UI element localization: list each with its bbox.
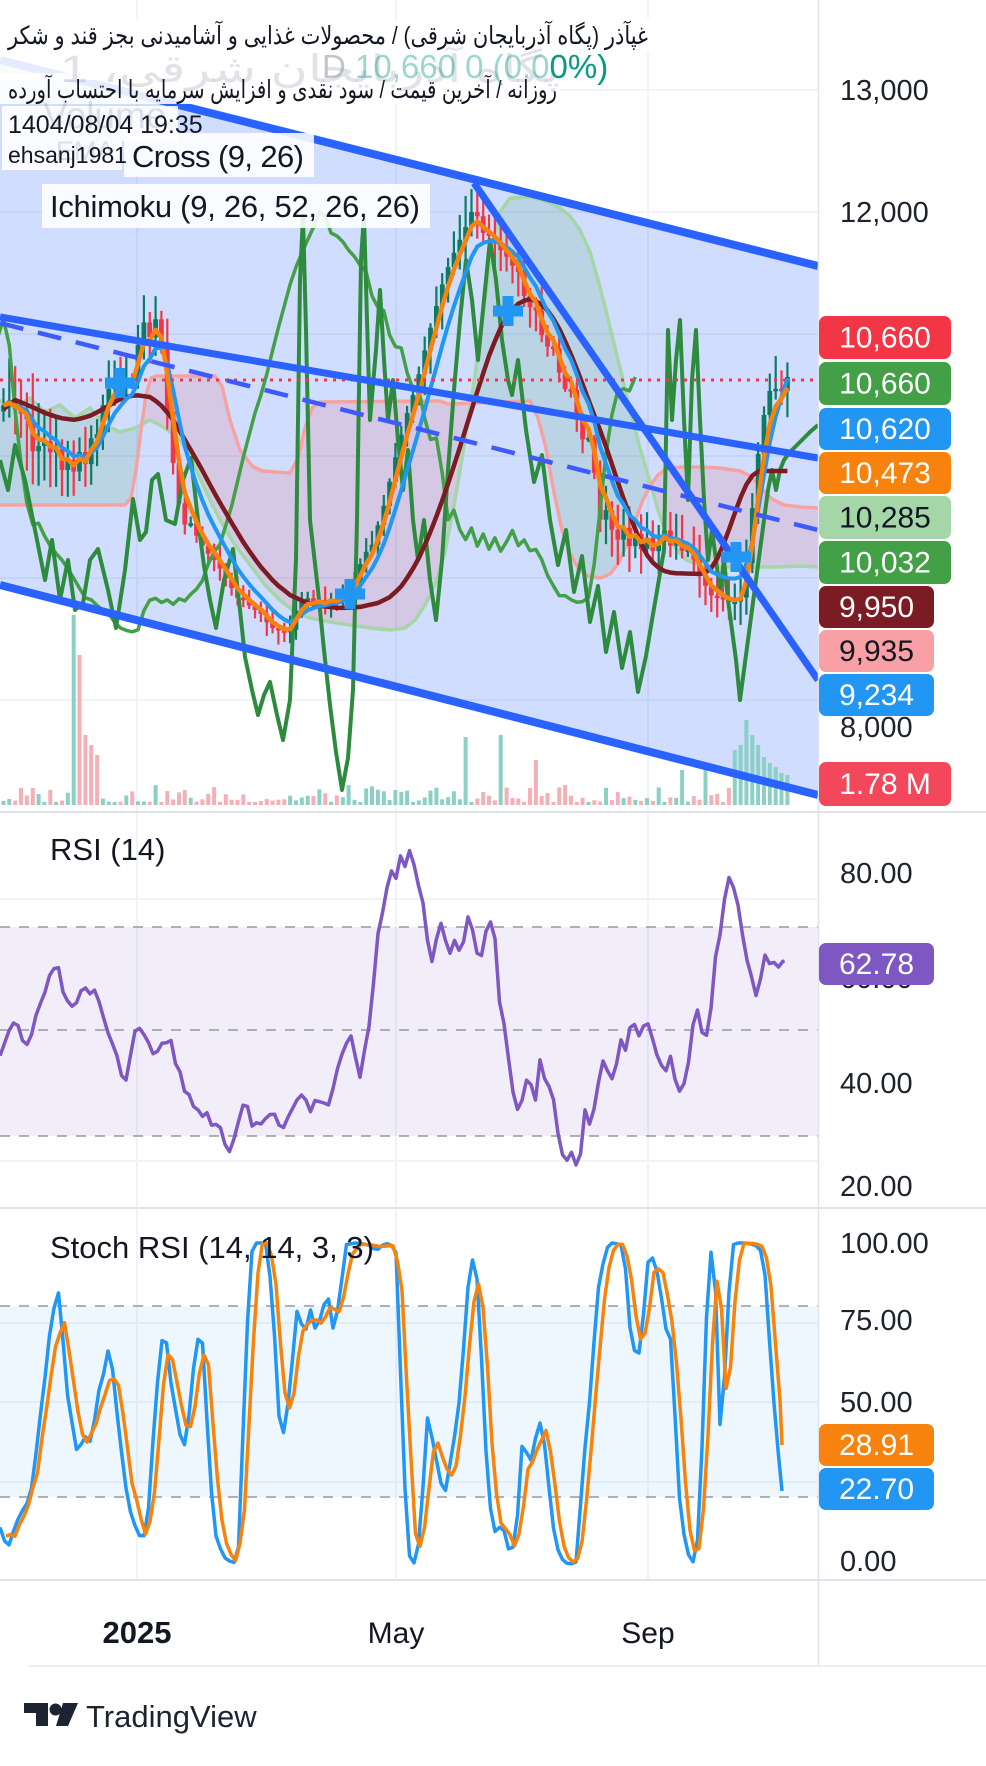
svg-text:10,660: 10,660 bbox=[839, 368, 931, 401]
svg-text:9,935: 9,935 bbox=[839, 635, 914, 668]
svg-text:75.00: 75.00 bbox=[840, 1305, 913, 1337]
svg-text:Sep: Sep bbox=[621, 1617, 674, 1650]
svg-text:28.91: 28.91 bbox=[839, 1429, 914, 1462]
svg-text:روزانه / آخرین قیمت / سود نقدی: روزانه / آخرین قیمت / سود نقدی و افزایش … bbox=[8, 74, 557, 105]
svg-text:20.00: 20.00 bbox=[840, 1171, 913, 1203]
svg-text:Cross (9, 26): Cross (9, 26) bbox=[132, 139, 304, 174]
svg-text:10,660: 10,660 bbox=[839, 322, 931, 355]
svg-text:0.00: 0.00 bbox=[840, 1546, 896, 1578]
svg-text:80.00: 80.00 bbox=[840, 858, 913, 890]
svg-text:9,950: 9,950 bbox=[839, 591, 914, 624]
svg-text:100.00: 100.00 bbox=[840, 1228, 929, 1260]
svg-text:May: May bbox=[368, 1617, 425, 1650]
svg-text:8,000: 8,000 bbox=[840, 712, 913, 744]
svg-text:1.78 M: 1.78 M bbox=[839, 768, 931, 801]
svg-text:62.78: 62.78 bbox=[839, 948, 914, 981]
svg-text:22.70: 22.70 bbox=[839, 1473, 914, 1506]
svg-text:TradingView: TradingView bbox=[86, 1699, 257, 1734]
svg-text:9,234: 9,234 bbox=[839, 679, 914, 712]
svg-text:40.00: 40.00 bbox=[840, 1068, 913, 1100]
svg-text:غپآذر (پگاه آذربایجان شرقی) /: غپآذر (پگاه آذربایجان شرقی) / محصولات غذ… bbox=[6, 20, 648, 51]
svg-text:10,620: 10,620 bbox=[839, 413, 931, 446]
svg-text:پگاه آذربایجان شرقی، 1: پگاه آذربایجان شرقی، 1 bbox=[60, 46, 560, 92]
svg-text:D 10,660 0 (0.00%): D 10,660 0 (0.00%) bbox=[322, 48, 608, 85]
svg-text:ehsanj1981: ehsanj1981 bbox=[8, 142, 127, 168]
svg-text:2025: 2025 bbox=[103, 1615, 172, 1650]
svg-text:Volume: Volume bbox=[43, 95, 166, 136]
svg-text:50.00: 50.00 bbox=[840, 1387, 913, 1419]
svg-text:12,000: 12,000 bbox=[840, 197, 929, 229]
svg-text:10,473: 10,473 bbox=[839, 457, 931, 490]
svg-text:10,285: 10,285 bbox=[839, 502, 931, 535]
svg-text:1404/08/04 19:35: 1404/08/04 19:35 bbox=[8, 111, 203, 139]
svg-text:Ichimoku (9, 26, 52, 26, 26): Ichimoku (9, 26, 52, 26, 26) bbox=[50, 189, 420, 224]
svg-text:13,000: 13,000 bbox=[840, 75, 929, 107]
svg-text:10,032: 10,032 bbox=[839, 547, 931, 580]
svg-text:RSI (14): RSI (14) bbox=[50, 832, 165, 867]
svg-text:EMA: EMA bbox=[56, 136, 115, 166]
svg-text:Stoch RSI (14, 14, 3, 3): Stoch RSI (14, 14, 3, 3) bbox=[50, 1230, 374, 1265]
